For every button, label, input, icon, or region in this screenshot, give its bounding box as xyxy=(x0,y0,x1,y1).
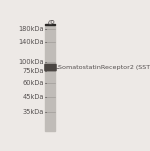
Text: 100kDa: 100kDa xyxy=(18,59,44,65)
Text: 35kDa: 35kDa xyxy=(23,109,44,115)
Text: C: C xyxy=(48,19,53,26)
Text: SomatostatinReceptor2 (SSTR2): SomatostatinReceptor2 (SSTR2) xyxy=(58,65,150,70)
Text: 60kDa: 60kDa xyxy=(22,80,44,86)
Bar xyxy=(45,26,55,131)
Text: 75kDa: 75kDa xyxy=(22,68,44,74)
Text: 140kDa: 140kDa xyxy=(18,39,44,45)
Bar xyxy=(45,24,55,26)
FancyBboxPatch shape xyxy=(45,64,56,71)
Text: 45kDa: 45kDa xyxy=(22,94,44,100)
Text: 180kDa: 180kDa xyxy=(18,26,44,32)
